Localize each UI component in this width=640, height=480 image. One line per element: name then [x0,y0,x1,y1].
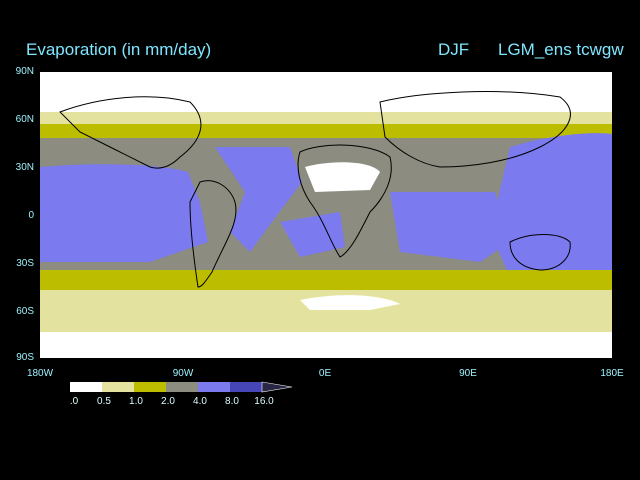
lat-label-90s: 90S [16,352,34,363]
lat-label-60s: 60S [16,306,34,317]
lat-label-60n: 60N [15,114,34,125]
lat-label-30n: 30N [15,162,34,173]
north-pale-band [40,112,612,124]
lat-label-90n: 90N [15,66,34,77]
colorbar-label-0: .0 [69,396,79,407]
season-label: DJF [438,40,470,59]
colorbar-swatch-3 [166,382,198,392]
lon-label-180w: 180W [26,368,54,379]
lat-label-30s: 30S [16,258,34,269]
colorbar-label-3: 2.0 [161,396,175,407]
colorbar-swatch-4 [198,382,230,392]
lat-label-0: 0 [28,210,34,221]
south-mid-band [40,270,612,280]
south-atlantic-high [280,212,345,257]
map-title: Evaporation (in mm/day) [26,40,212,59]
indian-ocean-high [390,192,510,262]
east-pacific-high [40,164,208,262]
sahara-dry [305,162,380,192]
colorbar-label-4: 4.0 [193,396,207,407]
atlantic-high [215,147,302,252]
colorbar-label-6: 16.0 [254,396,274,407]
colorbar-arrow [261,381,293,393]
lon-label-0e: 0E [318,368,332,379]
south-polar-region [40,332,612,358]
experiment-label: LGM_ens tcwgw [498,40,624,59]
colorbar-swatch-2 [134,382,166,392]
southern-ocean-dry-patch [300,295,400,310]
lon-label-90e: 90E [459,368,477,379]
north-polar-region [40,72,612,112]
colorbar-label-1: 0.5 [97,396,111,407]
colorbar-label-5: 8.0 [225,396,239,407]
lon-label-180e: 180E [600,368,624,379]
colorbar [70,381,293,393]
colorbar-swatch-1 [102,382,134,392]
evaporation-map [40,72,612,358]
colorbar-label-2: 1.0 [129,396,143,407]
north-mid-band [40,124,612,138]
west-pacific-high [490,133,612,277]
colorbar-swatch-0 [70,382,102,392]
colorbar-swatch-5 [230,382,262,392]
lon-label-90w: 90W [172,368,194,379]
coastlines [59,91,571,288]
